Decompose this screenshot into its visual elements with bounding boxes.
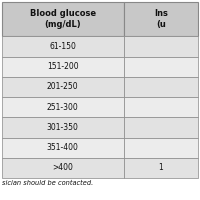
Text: >400: >400 <box>52 163 73 172</box>
Bar <box>124 138 198 158</box>
Text: 1: 1 <box>158 163 163 172</box>
Text: 351-400: 351-400 <box>47 143 79 152</box>
Bar <box>2 77 124 97</box>
Text: 61-150: 61-150 <box>49 42 76 51</box>
Bar <box>2 117 124 138</box>
Bar <box>2 36 124 57</box>
Bar <box>2 158 124 178</box>
Bar <box>124 77 198 97</box>
Text: 201-250: 201-250 <box>47 82 79 91</box>
Bar <box>2 2 124 36</box>
Bar <box>124 57 198 77</box>
Bar <box>124 117 198 138</box>
Bar <box>124 158 198 178</box>
Text: Blood glucose
(mg/dL): Blood glucose (mg/dL) <box>30 9 96 29</box>
Text: 251-300: 251-300 <box>47 103 79 112</box>
Bar <box>2 57 124 77</box>
Text: Ins
(u: Ins (u <box>154 9 168 29</box>
Text: sician should be contacted.: sician should be contacted. <box>2 180 93 186</box>
Bar <box>124 2 198 36</box>
Bar <box>2 97 124 117</box>
Bar <box>124 36 198 57</box>
Text: 301-350: 301-350 <box>47 123 79 132</box>
Bar <box>2 138 124 158</box>
Bar <box>124 97 198 117</box>
Text: 151-200: 151-200 <box>47 62 79 71</box>
